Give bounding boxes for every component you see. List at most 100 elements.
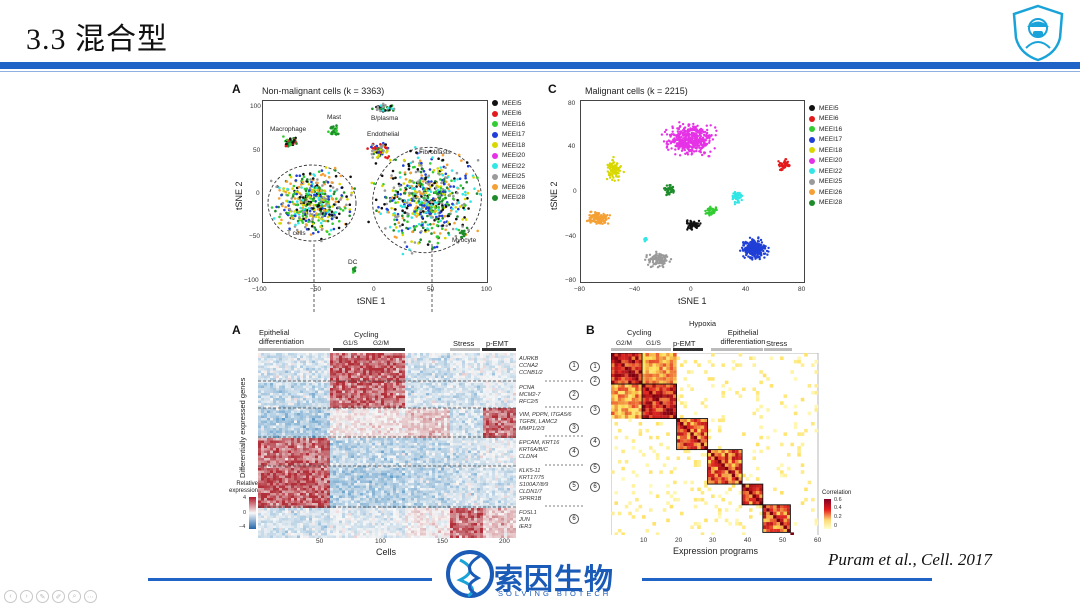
heatmap-cell	[357, 375, 360, 379]
heatmap-cell	[363, 353, 366, 356]
heatmap-cell	[420, 415, 423, 419]
heatmap-cell	[318, 403, 321, 406]
heatmap-cell	[348, 358, 351, 361]
scatter-point	[608, 214, 612, 217]
heatmap-cell	[435, 375, 438, 379]
scatter-point	[300, 183, 303, 186]
heatmap-cell	[498, 403, 501, 406]
heatmap-cell	[504, 410, 507, 414]
scatter-point	[431, 216, 434, 219]
heatmap-cell	[297, 370, 300, 374]
heatmap-cell	[456, 405, 459, 409]
heatmap-cell	[420, 385, 423, 389]
heatmap-cell	[267, 388, 270, 391]
heatmap-cell	[384, 370, 387, 374]
heatmap-cell	[381, 378, 384, 381]
heatmap-cell	[444, 398, 447, 401]
heatmap-cell	[336, 380, 339, 384]
heatmap-cell	[264, 418, 267, 421]
heatmap-cell	[378, 375, 381, 379]
scatter-point	[419, 192, 422, 195]
scatter-point	[744, 247, 747, 250]
heatmap-cell	[450, 358, 453, 361]
heatmap-cell	[459, 405, 462, 409]
heatmap-cell	[267, 358, 270, 361]
heatmap-cell	[465, 403, 468, 406]
scatter-point	[384, 104, 387, 107]
heatmap-cell	[279, 403, 282, 406]
heatmap-cell	[264, 405, 267, 409]
heatmap-cell	[465, 413, 468, 416]
heatmap-cell	[285, 380, 288, 384]
heatmap-cell	[300, 368, 303, 371]
heatmap-cell	[360, 388, 363, 391]
heatmap-cell	[303, 403, 306, 406]
heatmap-cell	[309, 413, 312, 416]
heatmap-cell	[429, 368, 432, 371]
scatter-point	[426, 223, 430, 227]
heatmap-cell	[435, 413, 438, 416]
heatmap-cell	[348, 375, 351, 379]
heatmap-cell	[321, 383, 324, 386]
scatter-point	[743, 256, 746, 259]
scatter-point	[293, 210, 296, 213]
heatmap-cell	[270, 390, 273, 394]
scatter-point	[340, 186, 344, 189]
scatter-point	[697, 219, 701, 223]
heatmap-cell	[366, 378, 369, 381]
scatter-point	[460, 235, 463, 239]
heatmap-cell	[339, 403, 342, 406]
heatmap-cell	[492, 360, 495, 364]
heatmap-cell	[447, 388, 450, 391]
heatmap-cell	[336, 368, 339, 371]
heatmap-cell	[429, 390, 432, 394]
heatmap-cell	[390, 360, 393, 364]
scatter-point	[427, 180, 430, 183]
heatmap-cell	[315, 355, 318, 359]
heatmap-cell	[342, 373, 345, 376]
heatmap-cell	[480, 410, 483, 414]
heatmap-cell	[513, 358, 516, 361]
heatmap-cell	[501, 390, 504, 394]
scatter-point	[321, 212, 325, 215]
heatmap-cell	[285, 408, 288, 411]
heatmap-cell	[492, 385, 495, 389]
scatter-point	[414, 170, 418, 174]
heatmap-cell	[507, 385, 510, 389]
heatmap-cell	[309, 395, 312, 399]
heatmap-cell	[417, 398, 420, 401]
heatmap-cell	[273, 360, 276, 364]
heatmap-cell	[366, 355, 369, 359]
heatmap-cell	[501, 373, 504, 376]
heatmap-cell	[468, 410, 471, 414]
heatmap-cell	[510, 385, 513, 389]
heatmap-cell	[444, 353, 447, 356]
scatter-point	[745, 252, 749, 255]
heatmap-cell	[327, 388, 330, 391]
heatmap-cell	[483, 415, 486, 419]
heatmap-cell	[459, 365, 462, 369]
heatmap-cell	[495, 355, 498, 359]
heatmap-cell	[408, 360, 411, 364]
heatmap-cell	[297, 393, 300, 396]
scatter-point	[427, 174, 431, 178]
heatmap-cell	[333, 395, 336, 399]
scatter-point	[305, 195, 309, 198]
heatmap-cell	[354, 408, 357, 411]
scatter-point	[330, 132, 334, 136]
scatter-point	[300, 219, 304, 223]
heatmap-cell	[480, 415, 483, 419]
heatmap-cell	[357, 365, 360, 369]
heatmap-cell	[414, 378, 417, 381]
scatter-point	[327, 198, 330, 201]
scatter-point	[664, 188, 667, 192]
scatter-point	[405, 206, 409, 210]
heatmap-cell	[375, 355, 378, 359]
heatmap-cell	[489, 355, 492, 359]
heatmap-cell	[360, 415, 363, 419]
heatmap-cell	[390, 400, 393, 404]
heatmap-cell	[489, 400, 492, 404]
heatmap-cell	[375, 388, 378, 391]
heatmap-cell	[480, 360, 483, 364]
heatmap-cell	[510, 370, 513, 374]
